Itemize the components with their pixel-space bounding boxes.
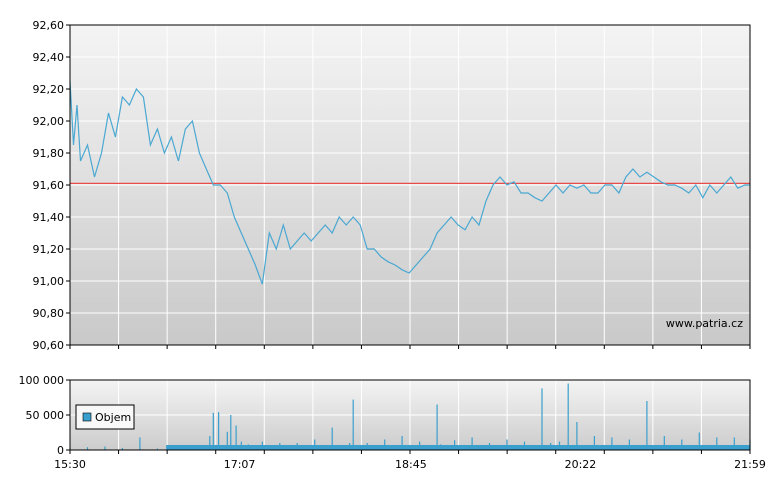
volume-bar — [523, 441, 526, 450]
price-y-tick-label: 91,00 — [33, 275, 65, 288]
x-tick-label: 21:59 — [734, 458, 766, 471]
volume-bar — [716, 437, 718, 450]
volume-bar — [212, 412, 214, 450]
volume-bar — [593, 436, 595, 450]
volume-bar — [436, 404, 438, 450]
volume-y-tick-label: 50 000 — [26, 409, 65, 422]
watermark: www.patria.cz — [666, 317, 743, 330]
price-y-tick-label: 90,80 — [33, 307, 65, 320]
price-y-tick-label: 91,80 — [33, 147, 65, 160]
volume-bar — [226, 431, 228, 450]
price-y-tick-label: 92,60 — [33, 19, 65, 32]
volume-x-ticks: 15:30 17:07 18:45 20:22 21:59 — [54, 450, 766, 471]
legend-label: Objem — [95, 411, 131, 424]
x-tick-label: 15:30 — [54, 458, 86, 471]
volume-bar — [681, 439, 683, 450]
volume-bar — [471, 437, 473, 450]
volume-bar — [454, 440, 456, 450]
price-y-tick-label: 91,40 — [33, 211, 65, 224]
price-y-tick-label: 92,20 — [33, 83, 65, 96]
volume-bar — [331, 427, 333, 450]
volume-y-tick-label: 100 000 — [19, 374, 65, 387]
volume-bar — [419, 441, 421, 450]
price-plot-frame — [69, 24, 751, 346]
volume-legend: Objem — [75, 404, 135, 430]
price-series-line — [69, 80, 750, 285]
volume-bar — [191, 447, 193, 450]
volume-bar — [576, 422, 578, 450]
volume-bar — [506, 439, 508, 450]
volume-baseline-band — [166, 445, 751, 450]
volume-bar — [121, 447, 123, 450]
price-y-tick-label: 92,40 — [33, 51, 65, 64]
volume-bar — [541, 388, 543, 450]
volume-bar — [550, 443, 552, 450]
volume-bar — [366, 443, 368, 450]
x-tick-label: 18:45 — [395, 458, 427, 471]
volume-bar — [139, 437, 141, 450]
volume-bar — [646, 401, 648, 450]
volume-bar — [247, 444, 249, 450]
price-y-tick-label: 91,60 — [33, 179, 65, 192]
volume-bar — [296, 443, 298, 450]
volume-bar — [733, 437, 735, 450]
volume-bars — [69, 383, 751, 450]
x-tick-label: 17:07 — [224, 458, 256, 471]
volume-bar — [230, 415, 232, 450]
volume-bar — [349, 443, 351, 450]
x-tick-label: 20:22 — [565, 458, 597, 471]
price-y-tick-label: 92,00 — [33, 115, 65, 128]
volume-bar — [628, 439, 630, 450]
volume-bar — [235, 425, 237, 450]
price-y-tick-label: 91,20 — [33, 243, 65, 256]
volume-y-ticks: 0 50 000 100 000 — [19, 374, 70, 457]
volume-bar — [218, 412, 220, 450]
volume-plot-frame — [69, 379, 751, 451]
price-y-tick-label: 90,60 — [33, 339, 65, 352]
volume-bar — [440, 444, 442, 450]
volume-bar — [401, 436, 403, 450]
volume-panel: 0 50 000 100 000 15:30 17:07 18:45 20:22 21:59… — [19, 374, 766, 471]
volume-bar — [558, 441, 561, 450]
volume-bar — [384, 439, 386, 450]
price-x-ticks — [69, 345, 751, 349]
volume-bar — [104, 446, 106, 450]
volume-bar — [209, 436, 211, 450]
volume-bar — [156, 448, 158, 450]
volume-bar — [611, 437, 613, 450]
volume-bar — [352, 399, 354, 450]
volume-bar — [314, 439, 316, 450]
price-panel: 90,60 90,80 91,00 91,20 91,40 91,60 91,80 92,00… — [33, 19, 751, 352]
volume-bar — [698, 432, 700, 450]
volume-bar — [488, 443, 491, 450]
volume-bar — [86, 447, 89, 450]
volume-y-tick-label: 0 — [57, 444, 64, 457]
volume-bar — [663, 436, 665, 450]
volume-bar — [240, 441, 242, 450]
volume-bar — [261, 441, 263, 450]
price-y-ticks: 90,60 90,80 91,00 91,20 91,40 91,60 91,80 92,00… — [33, 19, 70, 352]
volume-bar — [567, 383, 569, 450]
legend-swatch — [82, 412, 92, 422]
volume-bar — [174, 447, 176, 450]
volume-bar — [279, 443, 281, 450]
